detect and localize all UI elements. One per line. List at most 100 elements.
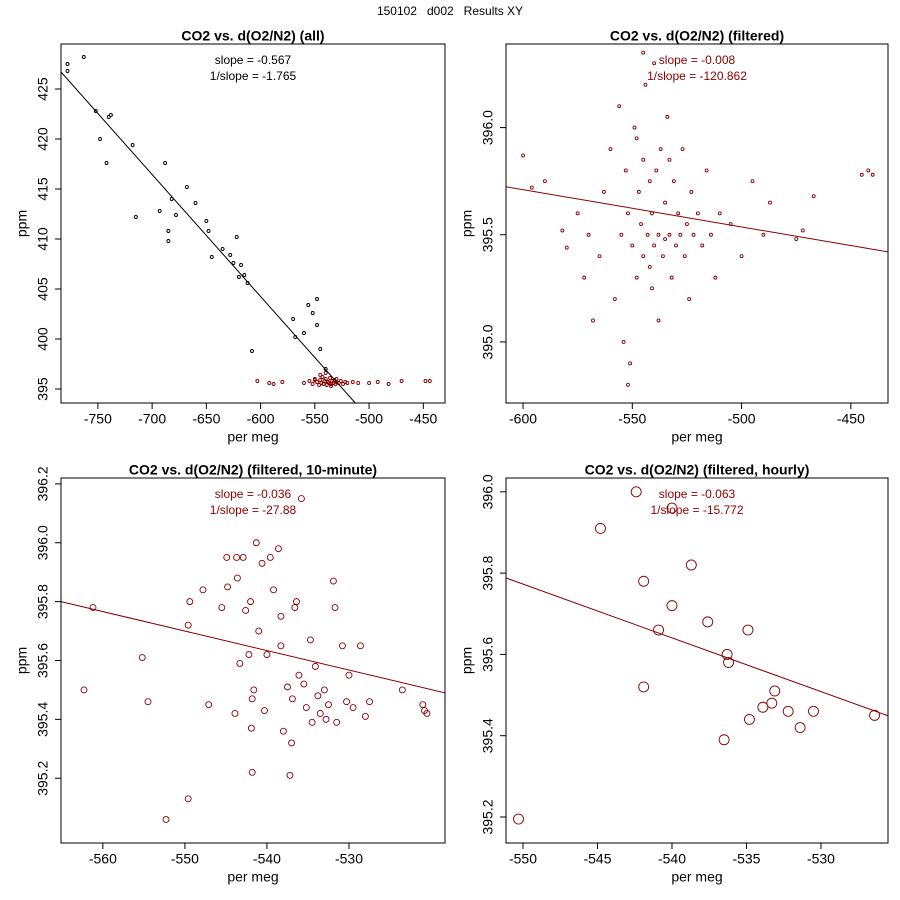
y-tick-label: 395.8	[480, 555, 496, 590]
point	[310, 382, 315, 386]
point	[223, 554, 231, 561]
point	[206, 229, 211, 233]
point	[306, 636, 314, 644]
point	[634, 136, 639, 141]
x-tick-label: -540	[658, 851, 686, 867]
point	[619, 232, 624, 237]
x-tick-label: -650	[192, 411, 220, 427]
point	[98, 137, 103, 141]
y-tick-label: 395.2	[480, 799, 496, 834]
point	[647, 264, 652, 269]
point	[204, 219, 209, 223]
point	[199, 586, 207, 594]
point	[277, 612, 285, 620]
x-axis-label: per meg	[671, 429, 722, 445]
x-tick-label: -560	[89, 851, 117, 867]
panel-title: CO2 vs. d(O2/N2) (filtered, 10-minute)	[129, 462, 377, 478]
point	[689, 189, 694, 194]
point	[678, 232, 683, 237]
point	[169, 197, 174, 201]
point	[249, 349, 254, 353]
y-tick-label: 425	[35, 77, 51, 101]
point	[427, 379, 432, 383]
point	[328, 376, 332, 380]
point	[542, 179, 547, 184]
point	[366, 698, 373, 706]
point	[641, 50, 646, 55]
point	[399, 379, 404, 383]
x-tick-label: -500	[355, 411, 383, 427]
point	[184, 795, 192, 803]
point	[350, 380, 355, 384]
point	[274, 545, 282, 553]
point	[665, 114, 670, 119]
point	[625, 382, 630, 387]
point	[162, 816, 170, 823]
y-tick-label: 395.0	[480, 324, 496, 359]
point	[218, 604, 226, 611]
point	[266, 554, 274, 561]
point	[695, 211, 700, 216]
point	[691, 232, 696, 237]
point	[263, 651, 271, 659]
point	[320, 375, 325, 379]
y-tick-label: 395.2	[35, 761, 51, 796]
point	[133, 215, 138, 219]
y-tick-label: 400	[35, 327, 51, 351]
point	[625, 211, 630, 216]
point	[654, 168, 659, 173]
point	[228, 253, 233, 257]
panel: CO2 vs. d(O2/N2) (filtered) per meg ppm -60…	[459, 28, 889, 445]
point	[652, 243, 657, 248]
point	[345, 671, 353, 679]
point	[312, 378, 317, 382]
point	[106, 115, 111, 119]
point	[647, 179, 652, 184]
point	[166, 229, 171, 233]
point	[794, 237, 799, 241]
point	[323, 371, 328, 375]
point	[676, 211, 681, 216]
x-tick-label: -545	[583, 851, 611, 867]
plot-area	[506, 50, 888, 387]
x-tick-label: -530	[335, 851, 363, 867]
annotation: 1/slope = -120.862	[647, 69, 747, 83]
y-tick-label: 395.6	[35, 643, 51, 678]
y-tick-label: 396.0	[480, 110, 496, 145]
point	[667, 157, 672, 162]
point	[242, 607, 250, 614]
point	[250, 686, 258, 694]
x-tick-label: -550	[301, 411, 329, 427]
point	[859, 172, 864, 177]
point	[761, 232, 766, 237]
plot-area	[61, 495, 445, 823]
point	[768, 200, 772, 205]
panel-title: CO2 vs. d(O2/N2) (filtered)	[610, 28, 784, 44]
point	[248, 695, 256, 703]
point	[315, 297, 319, 301]
point	[656, 318, 661, 323]
point	[306, 303, 311, 307]
point	[255, 627, 263, 635]
point	[529, 185, 534, 190]
point	[308, 718, 316, 726]
point	[666, 600, 678, 612]
point	[318, 373, 323, 377]
y-axis-label: ppm	[14, 647, 30, 674]
point	[315, 380, 319, 384]
point	[247, 724, 255, 732]
x-axis-label: per meg	[227, 869, 278, 885]
point	[284, 683, 291, 691]
point	[608, 147, 613, 151]
point	[104, 161, 109, 165]
point	[652, 61, 657, 66]
point	[700, 243, 705, 248]
point	[231, 710, 239, 717]
y-axis-label: ppm	[459, 647, 475, 674]
point	[329, 577, 337, 585]
point	[317, 383, 322, 387]
point	[612, 297, 617, 302]
point	[295, 671, 303, 679]
point	[680, 147, 685, 151]
annotation: slope = -0.063	[659, 487, 736, 501]
